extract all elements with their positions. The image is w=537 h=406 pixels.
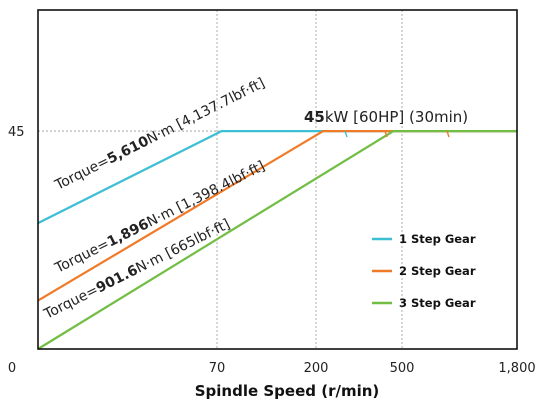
plot-frame: [37, 9, 518, 350]
x-tick-label-3: 500: [390, 361, 415, 376]
line-tick-mark-3: [446, 130, 450, 138]
y-tick-label: 45: [8, 125, 25, 140]
legend-label-2: 2 Step Gear: [399, 264, 476, 278]
x-tick-label-0: 0: [8, 361, 16, 376]
torque-unit-1: N·m [4,137.7lbf·ft]: [144, 75, 267, 147]
x-tick-label-4: 1,800: [498, 361, 535, 376]
x-tick-label-2: 200: [304, 361, 329, 376]
torque-value-2: 1,896: [105, 216, 152, 250]
power-label: 45kW [60HP] (30min): [304, 108, 468, 126]
line-tick-mark-1: [344, 130, 348, 138]
torque-value-1: 5,610: [105, 133, 152, 167]
x-axis-title: Spindle Speed (r/min): [195, 382, 380, 400]
series-line-1: [37, 130, 517, 225]
legend-label-1: 1 Step Gear: [399, 232, 476, 246]
torque-prefix-2: Torque=: [52, 236, 112, 277]
power-unit: kW [60HP] (30min): [325, 108, 468, 126]
x-tick-label-1: 70: [209, 361, 226, 376]
torque-prefix-1: Torque=: [52, 153, 112, 194]
series-line-3: [37, 130, 517, 350]
power-value: 45: [304, 108, 325, 126]
legend-label-3: 3 Step Gear: [399, 296, 476, 310]
line-tick-mark-2: [384, 130, 388, 138]
